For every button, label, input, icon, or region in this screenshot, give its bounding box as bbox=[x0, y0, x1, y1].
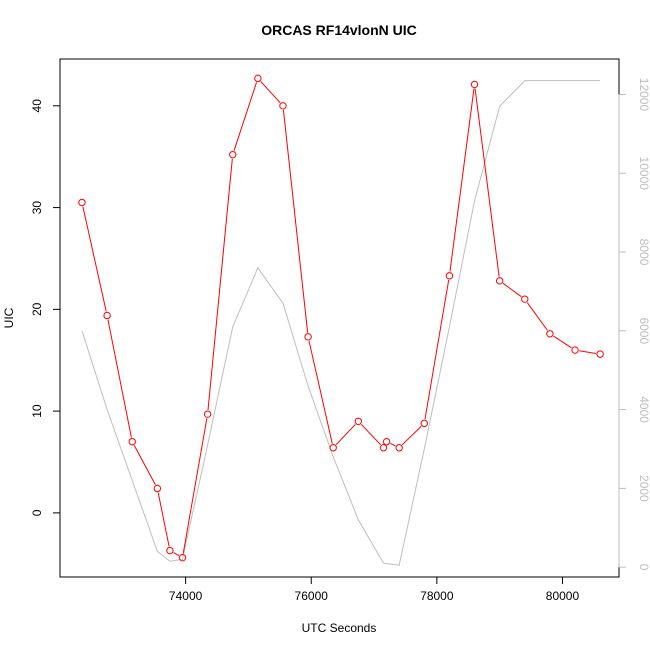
y-tick-label: 30 bbox=[30, 201, 44, 215]
red-series-segment bbox=[173, 552, 180, 557]
y-tick-label: 10 bbox=[30, 404, 44, 418]
red-series-segment bbox=[553, 335, 572, 349]
y2-tick-label: 10000 bbox=[637, 157, 650, 191]
y2-tick-label: 8000 bbox=[637, 239, 650, 266]
plot-frame bbox=[59, 58, 620, 578]
series-layer bbox=[78, 74, 604, 566]
red-series-point bbox=[178, 553, 187, 562]
y-axis-label: UIC bbox=[2, 307, 16, 328]
red-series-point bbox=[153, 484, 162, 493]
red-series-point bbox=[395, 444, 403, 452]
red-series-point bbox=[329, 444, 337, 452]
red-series-segment bbox=[233, 82, 258, 151]
gray-series-line bbox=[81, 80, 601, 566]
red-series-point bbox=[571, 346, 579, 354]
red-series-segment bbox=[401, 425, 422, 446]
y-tick-label: 40 bbox=[30, 99, 44, 113]
x-axis-label: UTC Seconds bbox=[302, 621, 377, 635]
x-tick-label: 74000 bbox=[169, 589, 203, 603]
red-series-point bbox=[203, 410, 212, 418]
y-axis-left: 0 10 20 30 40 bbox=[30, 99, 61, 516]
red-series-point bbox=[495, 277, 504, 285]
red-series-segment bbox=[360, 423, 381, 446]
y2-tick-label: 2000 bbox=[637, 475, 650, 502]
y-axis-right: 0 2000 4000 6000 8000 10000 12000 bbox=[618, 78, 650, 571]
red-series-point bbox=[445, 272, 454, 280]
red-series-segment bbox=[449, 88, 475, 272]
y2-tick-label: 0 bbox=[637, 564, 650, 571]
y2-tick-label: 4000 bbox=[637, 396, 650, 423]
red-series-segment bbox=[502, 282, 522, 298]
y2-tick-label: 12000 bbox=[637, 78, 650, 112]
chart-title: ORCAS RF14vlonN UIC bbox=[261, 22, 417, 38]
y2-tick-label: 6000 bbox=[637, 317, 650, 344]
red-series-point bbox=[229, 150, 237, 159]
x-tick-label: 76000 bbox=[295, 589, 329, 603]
red-series-point bbox=[279, 102, 287, 110]
red-series-point bbox=[521, 295, 529, 303]
red-series-segment bbox=[474, 88, 500, 277]
red-series-segment bbox=[335, 423, 356, 446]
red-series-segment bbox=[182, 418, 208, 554]
red-series-point bbox=[546, 330, 554, 338]
red-series-point bbox=[166, 546, 174, 555]
red-series-segment bbox=[133, 445, 156, 485]
red-series-segment bbox=[207, 158, 233, 411]
red-series-segment bbox=[282, 109, 309, 333]
red-series-segment bbox=[526, 302, 548, 331]
y-tick-label: 0 bbox=[30, 509, 44, 516]
red-series-point bbox=[470, 80, 479, 89]
red-series-point bbox=[103, 311, 111, 320]
red-series-segment bbox=[390, 443, 396, 447]
red-series-segment bbox=[579, 350, 597, 354]
red-series-point bbox=[379, 444, 388, 452]
y-tick-label: 20 bbox=[30, 302, 44, 316]
red-series-segment bbox=[424, 279, 450, 420]
red-series-point bbox=[596, 350, 604, 358]
red-series-point bbox=[420, 419, 428, 428]
red-series-segment bbox=[308, 340, 333, 444]
red-series-point bbox=[78, 198, 86, 207]
red-series-point bbox=[382, 437, 391, 446]
red-series-segment bbox=[82, 206, 107, 312]
red-series-segment bbox=[157, 492, 170, 547]
x-axis: 74000 76000 78000 80000 bbox=[169, 576, 580, 603]
x-tick-label: 78000 bbox=[420, 589, 454, 603]
red-series-point bbox=[354, 417, 363, 425]
x-tick-label: 80000 bbox=[546, 589, 580, 603]
red-series-point bbox=[254, 74, 262, 83]
red-series-point bbox=[304, 333, 312, 341]
red-series-segment bbox=[260, 81, 281, 104]
red-series-segment bbox=[107, 319, 132, 438]
red-series-point bbox=[128, 437, 136, 446]
